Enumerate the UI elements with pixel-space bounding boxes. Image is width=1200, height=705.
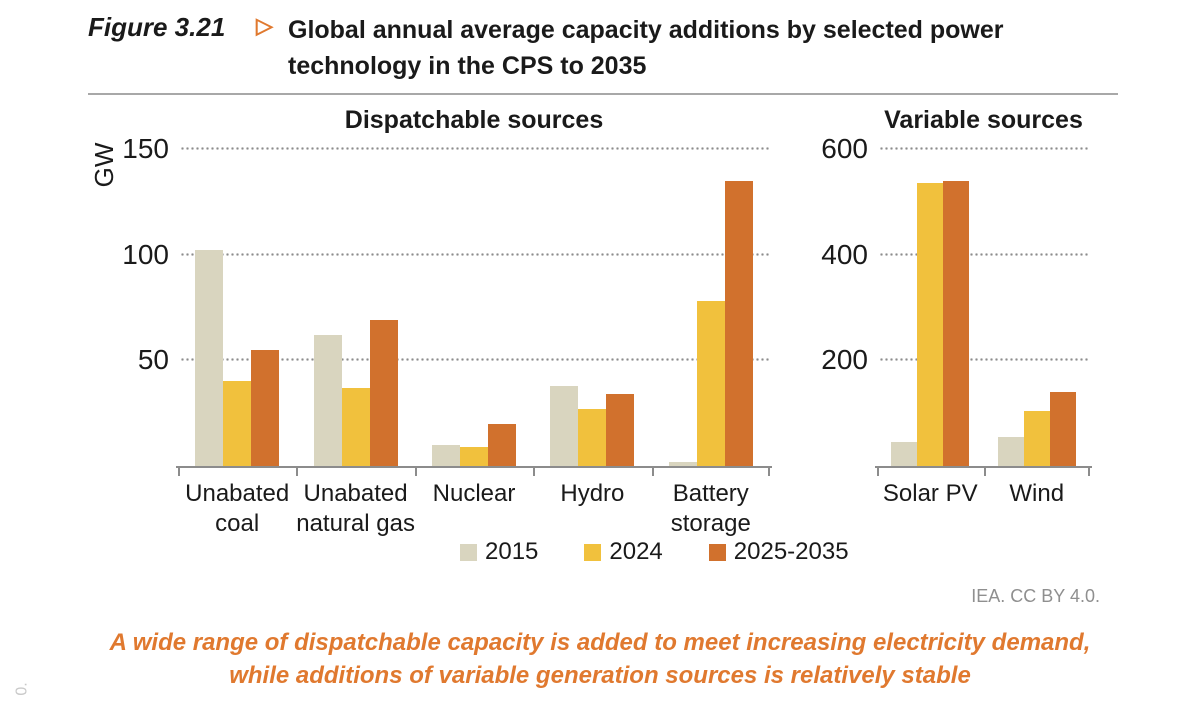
bar-2024-nuclear [460, 446, 488, 466]
bar-2024-unabated-natural-gas [341, 387, 370, 466]
category-label-line: Unabated [303, 480, 408, 507]
figure-title-line1: Global annual average capacity additions… [288, 16, 1004, 44]
bar-2015-nuclear [432, 444, 460, 466]
category-label-line: Nuclear [432, 480, 516, 507]
y-axis-tick-label: 100 [122, 238, 169, 270]
category-label-unabated-coal: Unabated coal [178, 479, 296, 539]
category-label-line: Wind [1009, 480, 1065, 507]
axis-tick [1088, 466, 1090, 476]
category-label-wind: Wind [984, 479, 1091, 509]
category-label-solar-pv: Solar PV [877, 479, 984, 509]
category-label-line: Unabated [185, 480, 290, 507]
bar-2024-battery-storage [696, 301, 725, 466]
category-label-hydro: Hydro [533, 479, 651, 509]
page-edge-text: 0. [13, 682, 31, 696]
category-label-line: coal [215, 510, 260, 537]
axis-tick [768, 466, 770, 476]
axis-tick [533, 466, 536, 476]
category-label-line: Hydro [560, 480, 625, 507]
gridline [879, 147, 1090, 150]
figure-label: Figure 3.21 [88, 12, 226, 42]
header-divider [88, 93, 1118, 95]
figure-title: Global annual average capacity additions… [288, 12, 1004, 84]
figure-title-line2: technology in the CPS to 2035 [288, 52, 647, 80]
legend-swatch-2024 [584, 543, 602, 561]
bar-2015-unabated-coal [195, 250, 224, 466]
gridline [180, 252, 770, 256]
legend-item-2024: 2024 [584, 538, 663, 566]
bar-2025-2035-unabated-coal [251, 349, 280, 466]
gridline [180, 358, 770, 362]
dispatchable-sources-chart: Dispatchable sources 50 100 150 Unabated coal… [122, 100, 772, 537]
legend-item-2025-2035: 2025-2035 [708, 538, 849, 566]
bar-2015-hydro [550, 385, 579, 466]
y-axis-tick-label: 200 [821, 344, 868, 376]
figure-caption: A wide range of dispatchable capacity is… [60, 626, 1140, 692]
legend-swatch-2015 [460, 543, 477, 561]
bar-2015-unabated-natural-gas [313, 334, 342, 466]
legend-label: 2025-2035 [733, 538, 849, 565]
bar-2024-solar-pv [917, 183, 944, 466]
caption-line1: A wide range of dispatchable capacity is… [109, 629, 1091, 656]
source-attribution: IEA. CC BY 4.0. [971, 586, 1100, 606]
axis-tick [983, 466, 986, 476]
legend-swatch-2025-2035 [708, 543, 726, 561]
chart-legend: 2015 2024 2025-2035 [460, 538, 849, 566]
category-label-line: Battery [672, 480, 749, 507]
axis-tick [296, 466, 299, 476]
panel-title: Variable sources [884, 106, 1083, 134]
category-label-unabated-natural-gas: Unabated natural gas [296, 479, 415, 539]
x-axis-line [176, 466, 772, 468]
bar-2025-2035-wind [1049, 392, 1076, 466]
legend-label: 2015 [485, 538, 539, 565]
y-axis-tick-label: 600 [821, 133, 868, 164]
bar-2025-2035-nuclear [488, 423, 516, 466]
bar-2025-2035-hydro [606, 394, 635, 466]
bar-2024-hydro [578, 408, 607, 466]
gridline [879, 252, 1090, 256]
category-label-line: Solar PV [882, 480, 978, 507]
y-axis-tick-label: 400 [821, 238, 868, 270]
y-axis-tick-label: 150 [122, 133, 169, 164]
figure-arrow-icon: ▷ [256, 13, 273, 38]
legend-item-2015: 2015 [460, 538, 538, 566]
variable-sources-chart: Variable sources 200 400 600 Solar PV Wind [821, 100, 1092, 507]
category-label-line: storage [670, 510, 751, 537]
bar-2025-2035-unabated-natural-gas [369, 320, 398, 466]
bar-2024-unabated-coal [223, 381, 252, 466]
category-label-line: natural gas [296, 510, 415, 537]
axis-tick [651, 466, 654, 476]
axis-tick [414, 466, 417, 476]
bar-2025-2035-battery-storage [724, 180, 753, 466]
gridline [180, 147, 770, 150]
bar-2015-wind [997, 436, 1024, 466]
gridline [879, 358, 1090, 362]
category-label-battery-storage: Battery storage [652, 479, 770, 539]
axis-tick [178, 466, 180, 476]
axis-tick [877, 466, 879, 476]
panel-title: Dispatchable sources [344, 106, 604, 134]
bar-2015-battery-storage [668, 461, 697, 466]
caption-line2: while additions of variable generation s… [229, 662, 971, 689]
y-axis-tick-label: 50 [137, 344, 169, 376]
category-label-nuclear: Nuclear [415, 479, 533, 509]
bar-2015-solar-pv [891, 442, 918, 466]
legend-label: 2024 [609, 538, 663, 565]
bar-2024-wind [1023, 410, 1050, 466]
bar-2025-2035-solar-pv [943, 180, 970, 466]
